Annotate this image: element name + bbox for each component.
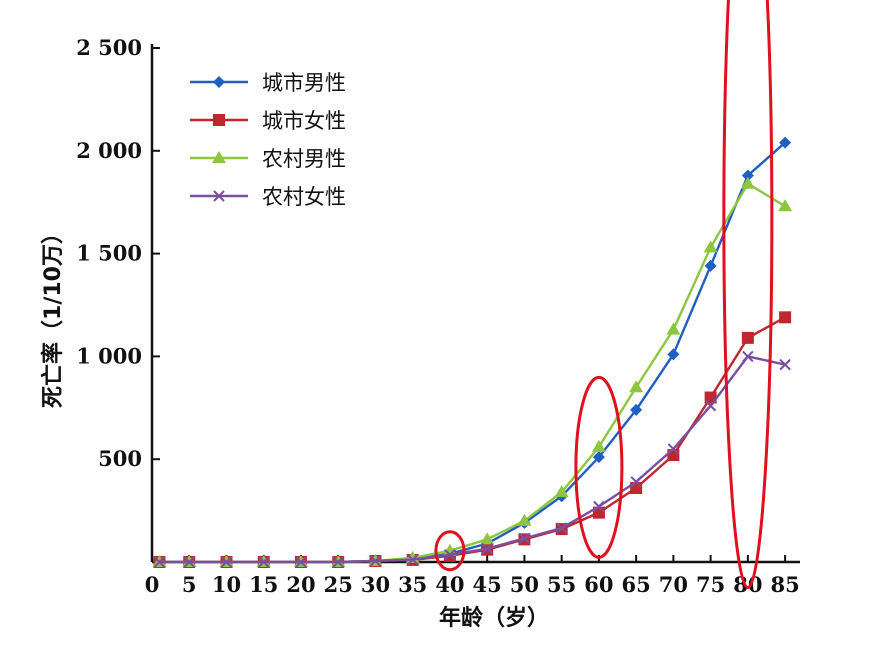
x-tick-label: 0 bbox=[145, 572, 160, 597]
data-point bbox=[183, 556, 195, 568]
data-point bbox=[220, 556, 233, 568]
data-point bbox=[667, 449, 680, 462]
x-tick-label: 65 bbox=[622, 572, 651, 597]
data-point bbox=[704, 400, 717, 412]
legend-swatch-marker bbox=[212, 151, 226, 163]
highlight-ellipse bbox=[574, 375, 624, 559]
data-point bbox=[741, 169, 754, 182]
x-tick-label: 45 bbox=[473, 572, 502, 597]
series-2 bbox=[153, 311, 792, 568]
data-point bbox=[406, 553, 419, 566]
x-tick-label: 80 bbox=[733, 572, 762, 597]
x-axis-title: 年龄（岁） bbox=[439, 605, 549, 631]
legend-label: 城市男性 bbox=[262, 71, 346, 95]
x-tick-label: 5 bbox=[182, 572, 197, 597]
y-tick-label: 500 bbox=[98, 446, 142, 471]
highlight-ellipse bbox=[434, 530, 466, 572]
x-tick-label: 70 bbox=[659, 572, 688, 597]
data-point bbox=[591, 439, 606, 452]
data-point bbox=[554, 485, 569, 498]
legend-swatch-marker bbox=[213, 190, 225, 202]
data-point bbox=[481, 542, 493, 555]
data-point bbox=[779, 311, 792, 324]
x-tick-label: 55 bbox=[547, 572, 576, 597]
data-point bbox=[703, 240, 718, 253]
x-tick-label: 10 bbox=[212, 572, 241, 597]
y-tick-label: 1 500 bbox=[76, 241, 142, 266]
series-line bbox=[159, 316, 786, 564]
x-tick-label: 50 bbox=[510, 572, 539, 597]
data-point bbox=[778, 199, 793, 212]
series-4 bbox=[153, 350, 791, 568]
y-axis-title: 死亡率（1/10万） bbox=[40, 222, 66, 408]
data-point bbox=[153, 556, 166, 568]
data-point bbox=[629, 380, 644, 393]
legend-label: 农村男性 bbox=[262, 147, 346, 171]
series-1 bbox=[153, 136, 792, 568]
data-point bbox=[741, 331, 754, 344]
series-line bbox=[159, 141, 786, 564]
data-point bbox=[518, 532, 531, 545]
data-point bbox=[667, 348, 680, 361]
legend-swatch-marker bbox=[213, 114, 225, 126]
data-point bbox=[630, 403, 643, 416]
data-point bbox=[779, 358, 791, 371]
data-point bbox=[630, 476, 642, 488]
data-point bbox=[480, 532, 495, 545]
x-tick-label: 60 bbox=[584, 572, 613, 597]
data-point bbox=[369, 555, 382, 567]
x-tick-label: 75 bbox=[696, 572, 725, 597]
y-tick-label: 2 000 bbox=[76, 138, 142, 163]
data-point bbox=[740, 176, 755, 189]
data-point bbox=[779, 136, 792, 149]
data-point bbox=[592, 451, 605, 464]
data-point bbox=[704, 259, 717, 272]
data-point bbox=[444, 549, 456, 561]
data-point bbox=[332, 556, 344, 568]
data-point bbox=[258, 556, 270, 568]
y-tick-label: 1 000 bbox=[76, 343, 142, 368]
data-point bbox=[517, 513, 532, 526]
legend-label: 城市女性 bbox=[262, 109, 346, 133]
x-tick-label: 30 bbox=[361, 572, 390, 597]
series-3 bbox=[152, 176, 793, 567]
data-point bbox=[742, 350, 754, 363]
data-point bbox=[667, 443, 680, 455]
data-point bbox=[555, 522, 568, 534]
data-point bbox=[666, 322, 681, 335]
legend-swatch-marker bbox=[213, 76, 225, 88]
x-tick-label: 15 bbox=[249, 572, 278, 597]
x-tick-label: 35 bbox=[398, 572, 427, 597]
series-line bbox=[159, 182, 786, 564]
x-tick-label: 40 bbox=[435, 572, 464, 597]
x-tick-label: 85 bbox=[770, 572, 799, 597]
legend-label: 农村女性 bbox=[262, 185, 346, 209]
data-point bbox=[593, 500, 605, 513]
x-tick-label: 20 bbox=[286, 572, 315, 597]
series-line bbox=[159, 355, 786, 564]
data-point bbox=[295, 556, 307, 568]
highlight-ellipse bbox=[722, 0, 774, 590]
x-tick-label: 25 bbox=[324, 572, 353, 597]
y-tick-label: 2 500 bbox=[76, 35, 142, 60]
